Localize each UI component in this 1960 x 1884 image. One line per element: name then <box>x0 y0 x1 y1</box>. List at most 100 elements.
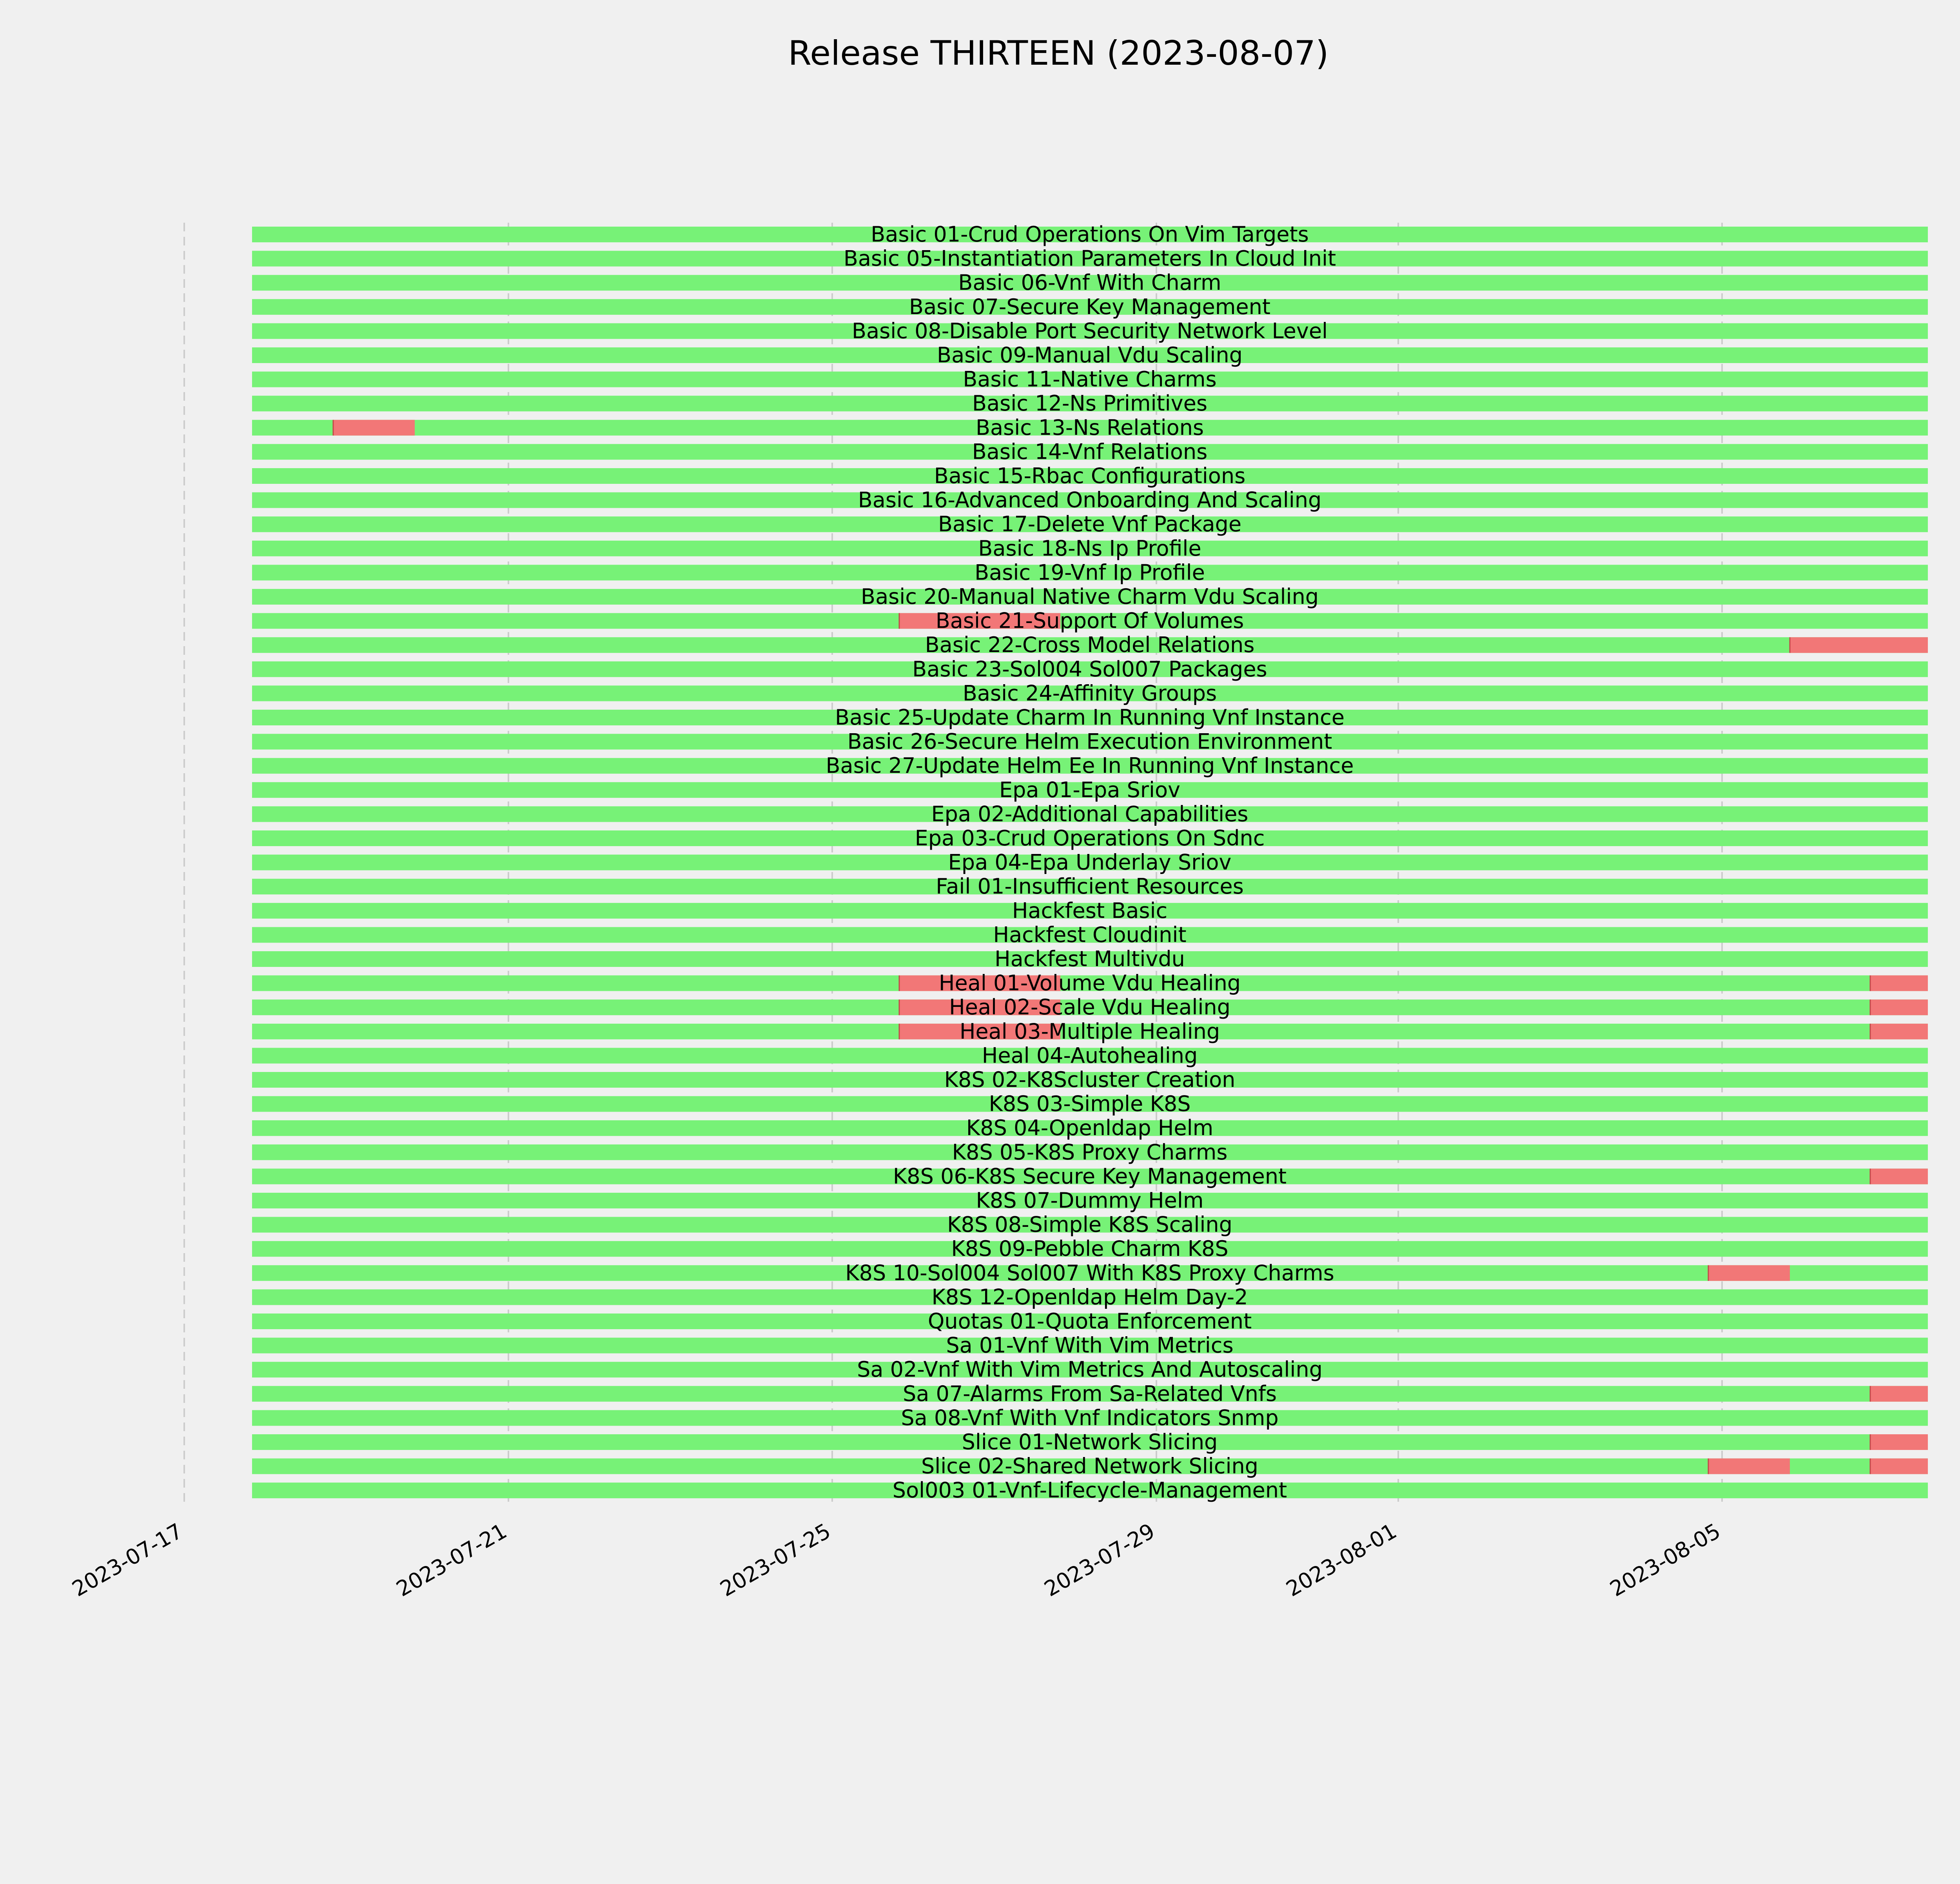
row-label: Sa 07-Alarms From Sa-Related Vnfs <box>903 1381 1277 1406</box>
row-label: Basic 13-Ns Relations <box>976 415 1204 440</box>
pass-bar <box>252 1168 1928 1185</box>
bar-layer <box>252 227 1928 1499</box>
pass-bar <box>252 1386 1928 1402</box>
row-label: Epa 04-Epa Underlay Sriov <box>948 850 1232 875</box>
pass-bar <box>252 589 1928 605</box>
pass-bar <box>252 661 1928 677</box>
row-label: Basic 19-Vnf Ip Profile <box>975 560 1205 585</box>
pass-bar <box>252 1072 1928 1088</box>
row-label: K8S 07-Dummy Helm <box>976 1188 1204 1213</box>
pass-bar <box>252 903 1928 919</box>
pass-bar <box>252 1120 1928 1136</box>
pass-bar <box>252 1193 1928 1208</box>
x-tick-layer: 2023-07-17 2023-07-21 2023-07-25 2023-07-29… <box>68 1519 1724 1601</box>
row-label: Heal 03-Multiple Healing <box>960 1019 1220 1044</box>
row-label: Basic 16-Advanced Onboarding And Scaling <box>858 488 1322 512</box>
row-label: Basic 05-Instantiation Parameters In Clo… <box>844 246 1336 271</box>
pass-bar <box>252 1362 1928 1378</box>
pass-bar <box>252 1241 1928 1257</box>
fail-bar <box>899 975 1060 991</box>
pass-bar <box>252 1023 1928 1039</box>
row-label: Basic 12-Ns Primitives <box>972 391 1207 416</box>
pass-bar <box>252 251 1928 267</box>
row-label: Heal 02-Scale Vdu Healing <box>949 995 1230 1019</box>
row-label: Basic 20-Manual Native Charm Vdu Scaling <box>861 584 1319 609</box>
pass-bar <box>252 275 1928 291</box>
pass-bar <box>252 975 1928 991</box>
fail-bar <box>1870 1386 1928 1402</box>
row-label: Heal 04-Autohealing <box>982 1043 1198 1068</box>
row-label: Basic 21-Support Of Volumes <box>936 609 1244 633</box>
row-label: K8S 09-Pebble Charm K8S <box>951 1236 1228 1261</box>
pass-bar <box>252 613 1928 629</box>
row-label: Sa 08-Vnf With Vnf Indicators Snmp <box>901 1405 1278 1430</box>
x-tick-label: 2023-07-29 <box>1040 1519 1159 1601</box>
fail-bar <box>1870 1458 1928 1474</box>
pass-bar <box>252 492 1928 508</box>
row-label: Sa 02-Vnf With Vim Metrics And Autoscali… <box>857 1357 1323 1382</box>
pass-bar <box>252 1410 1928 1426</box>
fail-bar <box>1870 1434 1928 1450</box>
pass-bar <box>252 830 1928 846</box>
pass-bar <box>252 710 1928 725</box>
fail-bar <box>1870 1168 1928 1185</box>
row-label: K8S 03-Simple K8S <box>989 1092 1191 1116</box>
pass-bar <box>252 1265 1928 1281</box>
row-label: Heal 01-Volume Vdu Healing <box>939 971 1241 996</box>
pass-bar <box>252 999 1928 1016</box>
pass-bar <box>252 371 1928 387</box>
row-label: Sa 01-Vnf With Vim Metrics <box>946 1333 1233 1358</box>
row-label: Basic 17-Delete Vnf Package <box>938 512 1241 536</box>
row-label: K8S 08-Simple K8S Scaling <box>947 1212 1232 1237</box>
pass-bar <box>252 227 1928 242</box>
pass-bar <box>252 879 1928 895</box>
row-label: Hackfest Basic <box>1012 898 1167 923</box>
row-label: Slice 01-Network Slicing <box>962 1430 1218 1454</box>
pass-bar <box>252 951 1928 967</box>
fail-bar <box>1870 999 1928 1016</box>
row-label: Slice 02-Shared Network Slicing <box>921 1454 1258 1479</box>
row-label: Basic 11-Native Charms <box>963 367 1216 392</box>
pass-bar <box>252 444 1928 460</box>
pass-bar <box>252 734 1928 750</box>
fail-bar <box>899 1023 1060 1039</box>
x-tick-label: 2023-07-17 <box>68 1519 187 1601</box>
pass-bar <box>252 1314 1928 1329</box>
row-label: K8S 12-Openldap Helm Day-2 <box>931 1284 1248 1309</box>
row-label: Basic 07-Secure Key Management <box>909 294 1270 319</box>
row-label: Hackfest Multivdu <box>995 947 1185 971</box>
row-label: Basic 22-Cross Model Relations <box>925 632 1255 657</box>
pass-bar <box>252 396 1928 412</box>
pass-bar <box>252 1482 1928 1499</box>
row-label: Basic 09-Manual Vdu Scaling <box>937 343 1243 367</box>
pass-bar <box>252 540 1928 556</box>
x-tick-label: 2023-08-01 <box>1282 1519 1401 1601</box>
row-label: Basic 14-Vnf Relations <box>972 439 1208 464</box>
pass-bar <box>252 1096 1928 1112</box>
pass-bar <box>252 1144 1928 1160</box>
row-label: Basic 18-Ns Ip Profile <box>978 536 1201 561</box>
pass-bar <box>252 758 1928 774</box>
fail-bar <box>1870 1023 1928 1039</box>
pass-bar <box>252 1458 1928 1474</box>
row-label: Basic 06-Vnf With Charm <box>958 270 1221 295</box>
fail-bar <box>1708 1458 1790 1474</box>
pass-bar <box>252 299 1928 315</box>
row-label: Basic 01-Crud Operations On Vim Targets <box>871 222 1309 247</box>
fail-bar <box>333 420 415 436</box>
pass-bar <box>252 323 1928 339</box>
row-label: Epa 01-Epa Sriov <box>999 778 1180 802</box>
pass-bar <box>252 1337 1928 1354</box>
row-label: Fail 01-Insufficient Resources <box>936 874 1244 899</box>
row-label: Sol003 01-Vnf-Lifecycle-Management <box>893 1478 1287 1502</box>
fail-bar <box>1870 975 1928 991</box>
pass-bar <box>252 685 1928 701</box>
pass-bar <box>252 637 1928 653</box>
pass-bar <box>252 565 1928 581</box>
row-label: Epa 02-Additional Capabilities <box>931 801 1249 826</box>
pass-bar <box>252 1289 1928 1305</box>
row-label: Basic 26-Secure Helm Execution Environme… <box>848 729 1332 754</box>
chart-title: Release THIRTEEN (2023-08-07) <box>788 34 1328 73</box>
row-label: Epa 03-Crud Operations On Sdnc <box>915 826 1265 850</box>
